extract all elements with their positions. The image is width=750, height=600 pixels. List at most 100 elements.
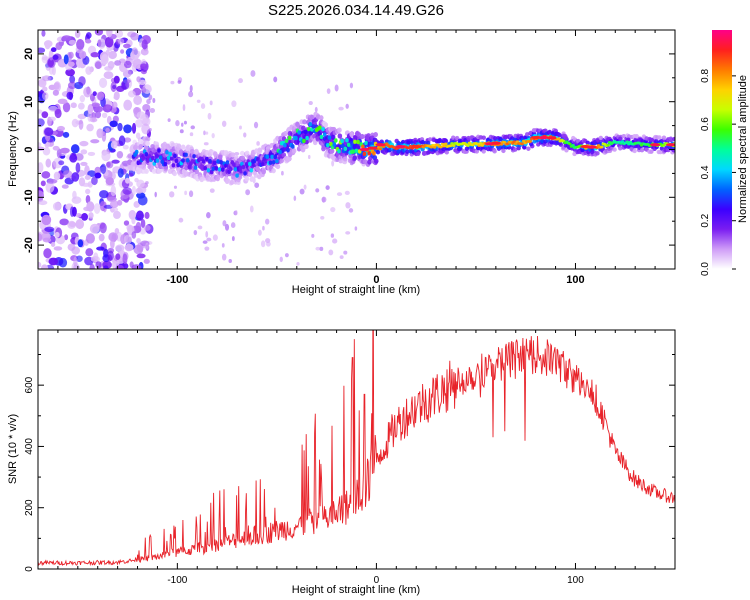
noise-speckle: [345, 202, 351, 209]
ridge-core: [228, 167, 233, 172]
ridge-halo: [301, 125, 306, 131]
noise-speckle: [123, 124, 132, 134]
ridge-halo: [406, 140, 411, 145]
ridge-halo: [234, 160, 240, 167]
ridge-halo: [585, 140, 590, 145]
ridge-core: [333, 138, 338, 143]
ridge-halo: [249, 176, 255, 182]
noise-speckle: [53, 171, 61, 181]
noise-speckle: [96, 128, 104, 139]
ridge-halo: [464, 146, 470, 151]
noise-speckle: [314, 106, 318, 113]
noise-speckle: [117, 168, 124, 178]
noise-speckle: [207, 112, 212, 120]
noise-speckle: [38, 261, 42, 268]
noise-speckle: [71, 172, 80, 182]
ridge-core: [321, 127, 325, 132]
ridge-halo: [563, 135, 569, 141]
noise-speckle: [140, 218, 146, 229]
noise-speckle: [189, 84, 193, 92]
colorbar-ticks: 0.0 0.2 0.4 0.6 0.8: [700, 68, 736, 276]
noise-speckle: [96, 91, 105, 101]
noise-speckle: [53, 82, 60, 90]
ridge-halo: [373, 158, 379, 164]
noise-speckle: [54, 231, 60, 238]
noise-speckle: [70, 144, 80, 154]
noise-speckle: [308, 154, 311, 160]
ridge-halo: [672, 136, 675, 142]
ridge-halo: [352, 155, 358, 161]
ridge-core: [283, 143, 287, 148]
noise-speckle: [105, 161, 114, 169]
ridge-core: [165, 150, 169, 155]
noise-speckle: [38, 142, 42, 147]
ridge-core: [291, 144, 295, 149]
noise-speckle: [87, 151, 96, 156]
noise-speckle: [260, 240, 266, 248]
ridge-core: [343, 146, 348, 151]
ridge-core: [306, 126, 311, 132]
noise-speckle: [125, 177, 130, 184]
noise-speckle: [42, 75, 51, 82]
ridge-halo: [612, 147, 617, 152]
ridge-core: [318, 125, 322, 130]
noise-speckle: [197, 225, 203, 230]
ridge-core: [442, 144, 446, 148]
noise-speckle: [184, 190, 188, 196]
ridge-halo: [349, 140, 355, 146]
noise-speckle: [98, 233, 105, 242]
ridge-core: [205, 156, 209, 162]
noise-speckle: [48, 116, 56, 122]
noise-speckle: [42, 237, 52, 243]
noise-speckle: [116, 199, 123, 206]
noise-speckle: [203, 142, 209, 146]
noise-speckle: [85, 39, 92, 44]
ridge-core: [217, 167, 222, 172]
noise-speckle: [319, 246, 324, 251]
noise-speckle: [99, 222, 107, 234]
noise-speckle: [75, 162, 81, 173]
noise-speckle: [136, 253, 146, 259]
ridge-core: [362, 151, 367, 157]
ridge-halo: [194, 149, 199, 155]
ridge-core: [171, 163, 176, 168]
noise-speckle: [110, 81, 117, 93]
ridge-peak: [367, 146, 378, 150]
noise-speckle: [41, 30, 46, 37]
ridge-core: [599, 145, 604, 149]
noise-speckle: [57, 125, 65, 132]
spectrogram-xlabel: Height of straight line (km): [292, 284, 420, 296]
noise-speckle: [69, 206, 75, 218]
ridge-halo: [658, 149, 663, 155]
ridge-halo: [271, 168, 276, 174]
noise-speckle: [189, 132, 194, 137]
noise-speckle: [205, 131, 209, 135]
ridge-core: [513, 142, 518, 146]
ridge-peak: [375, 143, 386, 147]
noise-speckle: [206, 212, 211, 219]
ridge-core: [270, 154, 274, 160]
ridge-core: [480, 144, 485, 147]
ridge-core: [155, 158, 160, 163]
noise-speckle: [132, 58, 142, 69]
y-tick-label: 20: [23, 48, 35, 60]
ridge-core: [361, 144, 365, 149]
noise-speckle: [79, 140, 89, 147]
noise-speckle: [135, 132, 141, 139]
ridge-halo: [138, 143, 144, 150]
noise-speckle: [117, 38, 125, 45]
noise-speckle: [212, 234, 218, 241]
ridge-core: [248, 161, 252, 167]
noise-speckle: [62, 131, 70, 138]
noise-speckle: [40, 180, 46, 187]
noise-speckle: [70, 102, 77, 109]
noise-speckle: [152, 97, 156, 104]
noise-speckle: [111, 101, 118, 109]
noise-speckle: [221, 253, 227, 261]
ridge-peak: [538, 135, 549, 140]
ridge-halo: [257, 147, 263, 153]
ridge-halo: [375, 149, 381, 155]
ridge-core: [232, 162, 236, 167]
noise-speckle: [87, 170, 97, 178]
ridge-core: [273, 154, 278, 160]
